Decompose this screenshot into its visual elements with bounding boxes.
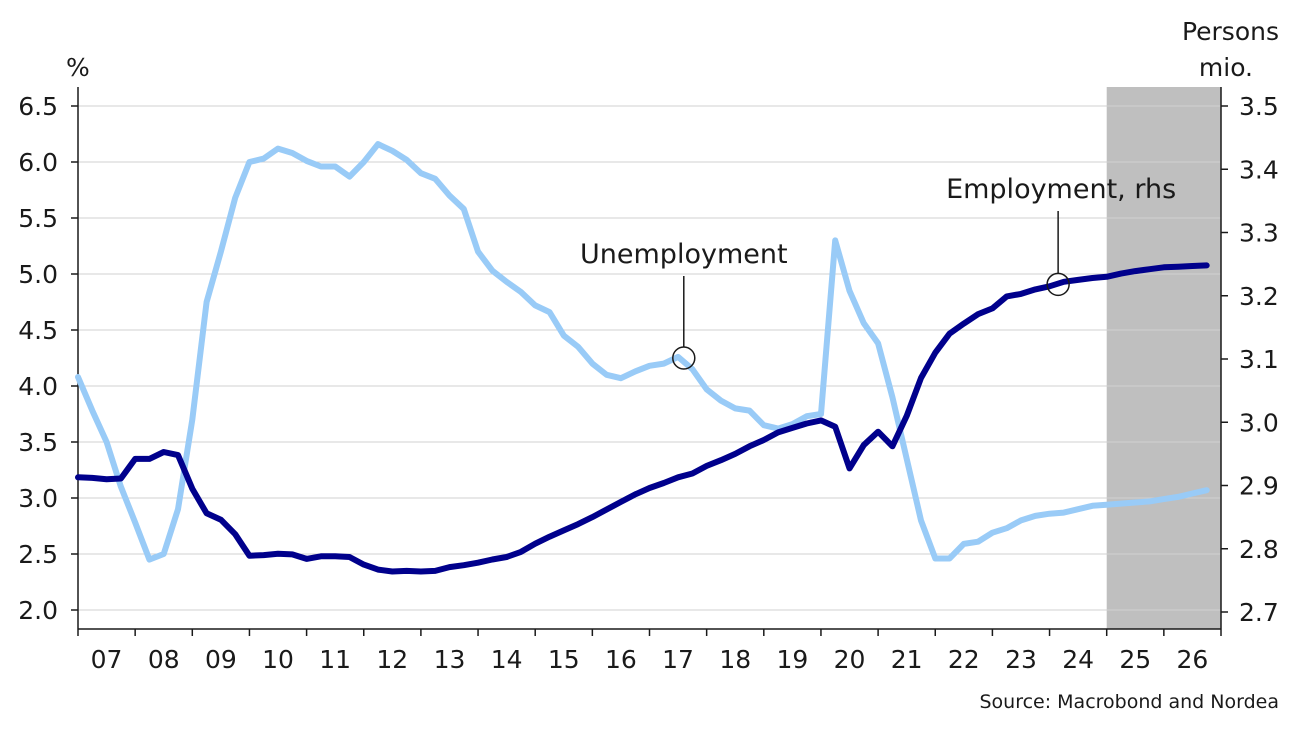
y-right-tick-label: 3.5 — [1239, 92, 1279, 121]
y-right-tick-label: 3.1 — [1239, 345, 1279, 374]
x-tick-label: 13 — [434, 645, 466, 674]
x-tick-label: 22 — [948, 645, 980, 674]
x-tick-label: 08 — [148, 645, 180, 674]
series-group — [75, 141, 1210, 575]
annotations: Unemployment Employment, rhs — [580, 174, 1176, 370]
y-left-tick-label: 6.5 — [18, 92, 58, 121]
y-right-tick-label: 3.2 — [1239, 282, 1279, 311]
annotation-marker — [1046, 272, 1070, 297]
x-tick-label: 10 — [262, 645, 294, 674]
y-right-tick-label: 3.4 — [1239, 155, 1279, 184]
y-left-tick-label: 2.0 — [18, 596, 58, 625]
x-tick-label: 24 — [1062, 645, 1094, 674]
left-axis-unit: % — [66, 53, 90, 82]
y-right-tick-label: 2.7 — [1239, 598, 1279, 627]
y-right-tick-label: 2.9 — [1239, 472, 1279, 501]
unemployment-line — [75, 141, 1210, 563]
y-left-tick-label: 4.0 — [18, 372, 58, 401]
right-axis-unit-line2: mio. — [1199, 53, 1253, 82]
x-tick-label: 18 — [719, 645, 751, 674]
x-tick-label: 23 — [1005, 645, 1037, 674]
x-tick-label: 14 — [491, 645, 523, 674]
source-note: Source: Macrobond and Nordea — [979, 691, 1279, 713]
x-tick-label: 26 — [1177, 645, 1209, 674]
y-left-tick-label: 6.0 — [18, 148, 58, 177]
right-axis-unit-line1: Persons — [1182, 17, 1279, 46]
y-right-tick-label: 3.3 — [1239, 219, 1279, 248]
x-tick-label: 07 — [91, 645, 123, 674]
forecast-shade — [1106, 87, 1221, 629]
y-right-tick-label: 2.8 — [1239, 535, 1279, 564]
axes: 2.0 2.5 3.0 3.5 4.0 4.5 5.0 5.5 6.0 6.5 2.7 2.8 2.9 3… — [18, 87, 1279, 674]
y-left-tick-label: 5.0 — [18, 260, 58, 289]
annotation-marker — [672, 346, 696, 370]
x-tick-label: 21 — [891, 645, 923, 674]
unemployment-label: Unemployment — [580, 239, 788, 270]
y-right-tick-label: 3.0 — [1239, 408, 1279, 437]
x-tick-label: 09 — [205, 645, 237, 674]
x-tick-label: 17 — [662, 645, 694, 674]
employment-line — [75, 262, 1210, 575]
employment-label: Employment, rhs — [946, 174, 1176, 205]
x-tick-label: 16 — [605, 645, 637, 674]
y-left-tick-label: 2.5 — [18, 540, 58, 569]
y-left-tick-label: 4.5 — [18, 316, 58, 345]
x-tick-label: 20 — [834, 645, 866, 674]
x-tick-label: 12 — [376, 645, 408, 674]
x-tick-label: 15 — [548, 645, 580, 674]
x-tick-label: 19 — [776, 645, 808, 674]
y-left-tick-label: 5.5 — [18, 204, 58, 233]
y-left-tick-label: 3.5 — [18, 428, 58, 457]
y-left-tick-label: 3.0 — [18, 484, 58, 513]
x-tick-label: 11 — [319, 645, 351, 674]
x-tick-label: 25 — [1119, 645, 1151, 674]
